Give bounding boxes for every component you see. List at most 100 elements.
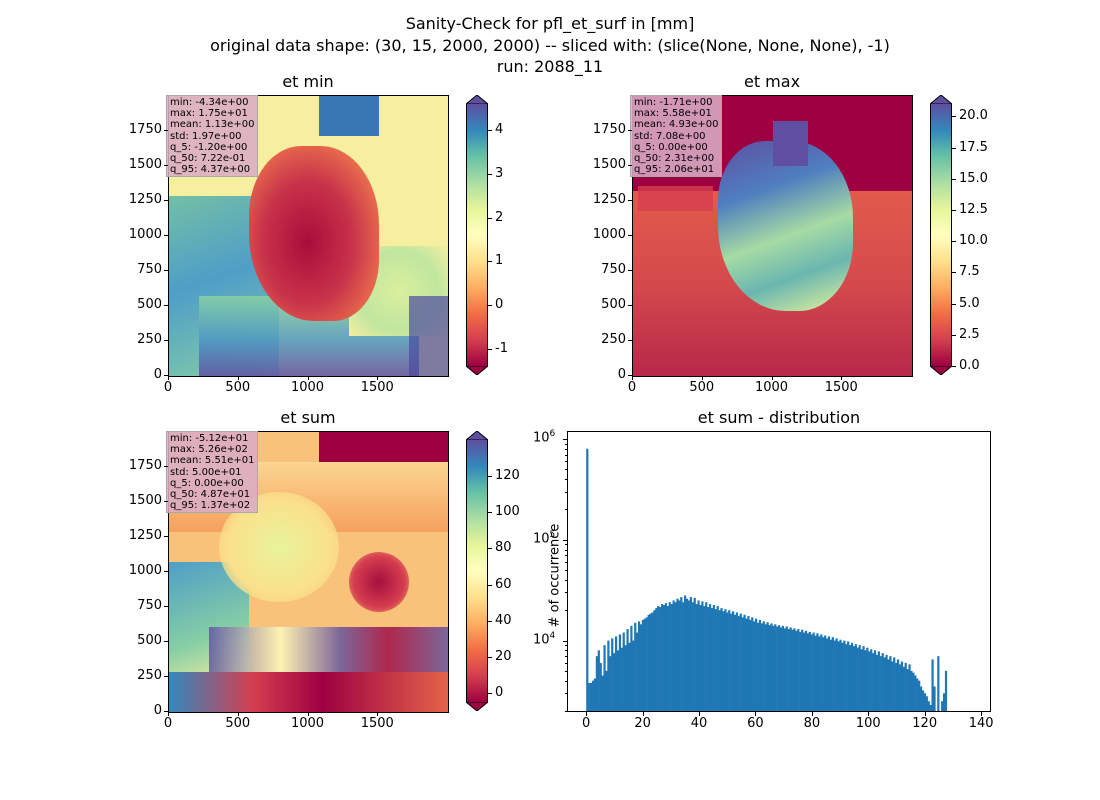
histogram-bar: [768, 625, 771, 711]
histogram-y-axis-label: # of occurrence: [547, 523, 563, 628]
y-tick-label: 1500: [128, 493, 162, 508]
histogram-bar: [630, 625, 633, 711]
x-tick-label: 1500: [824, 380, 858, 395]
figure-title-line-2: original data shape: (30, 15, 2000, 2000…: [210, 36, 890, 55]
colorbar-tick-label: 17.5: [959, 139, 988, 155]
x-tick-mark: [632, 376, 633, 380]
histogram-title: et sum - distribution: [697, 408, 861, 427]
histogram-bar: [593, 678, 597, 711]
x-tick-label: 0: [582, 716, 591, 731]
panel-et-sum-title: et sum: [280, 408, 336, 427]
histogram-bar: [603, 645, 606, 711]
y-minor-tick-mark: [565, 454, 567, 456]
histogram-bar: [929, 704, 932, 711]
y-tick-label: 1000: [128, 227, 162, 242]
histogram-bar: [835, 638, 838, 711]
x-tick-mark: [642, 712, 644, 716]
histogram-bar: [937, 656, 940, 711]
histogram-bar: [808, 631, 811, 711]
histogram-bar: [718, 610, 721, 711]
colorbar-tick-mark: [952, 116, 956, 118]
histogram-bar: [628, 642, 631, 711]
x-tick-label: 1500: [360, 380, 394, 395]
stat-line: q_5: -1.20e+00: [170, 141, 248, 153]
histogram-bar: [914, 675, 917, 711]
histogram-bar: [864, 650, 867, 711]
y-tick-mark: [164, 641, 168, 642]
y-minor-tick-mark: [565, 645, 567, 647]
colorbar-tick-label: 40: [495, 612, 512, 628]
x-tick-label: 1000: [290, 380, 325, 395]
panel-et-min-stats: min: -4.34e+00 max: 1.75e+01 mean: 1.13e+0…: [166, 95, 259, 178]
histogram-bar: [891, 661, 894, 711]
stat-line: min: -4.34e+00: [170, 97, 249, 108]
histogram-bar: [837, 641, 840, 711]
histogram-bar: [605, 670, 608, 711]
histogram-bar: [910, 670, 913, 711]
histogram-bar: [641, 619, 645, 711]
histogram-bar: [879, 656, 882, 711]
histogram-bar: [693, 597, 696, 711]
y-tick-label: 1250: [128, 192, 162, 207]
histogram-bar: [829, 639, 833, 711]
colorbar-tick-mark: [488, 584, 492, 586]
panel-et-sum-colorbar-extend-bottom: [466, 702, 488, 711]
y-minor-tick-mark: [565, 448, 567, 450]
histogram-bar: [647, 614, 650, 711]
histogram-bar: [868, 651, 871, 711]
histogram-bar: [645, 617, 648, 711]
histogram-bar: [802, 632, 806, 711]
histogram-bar: [779, 627, 783, 711]
panel-et-max-title: et max: [743, 72, 801, 91]
y-tick-label: 1000: [592, 227, 626, 242]
y-tick-base: 10: [533, 531, 550, 547]
x-tick-label: 120: [912, 716, 938, 731]
histogram-bar: [676, 598, 679, 711]
histogram-bar: [933, 686, 936, 711]
y-tick-label: 1750: [128, 122, 162, 137]
y-tick-exponent: 5: [549, 529, 556, 540]
figure-title-line-1: Sanity-Check for pfl_et_surf in [mm]: [405, 14, 695, 33]
x-tick-mark: [168, 376, 169, 380]
x-tick-mark: [841, 376, 843, 380]
histogram-bar: [728, 610, 731, 711]
histogram-bar: [781, 625, 785, 711]
histogram-bar: [614, 636, 618, 711]
y-tick-label: 250: [137, 332, 162, 347]
histogram-bar: [852, 646, 856, 711]
histogram-bar: [753, 621, 756, 711]
y-tick-mark: [164, 536, 168, 537]
y-tick-label: 500: [137, 297, 162, 312]
histogram-bar: [664, 603, 668, 711]
histogram-bar: [699, 605, 702, 711]
y-tick-base: 10: [533, 430, 550, 446]
x-tick-mark: [755, 712, 757, 716]
histogram-bar: [741, 617, 744, 711]
histogram-bar: [607, 640, 610, 711]
x-tick-label: 140: [968, 716, 994, 731]
histogram-bar: [714, 609, 717, 711]
stat-line: q_95: 4.37e+00: [170, 164, 251, 176]
colorbar-tick-mark: [488, 548, 492, 550]
histogram-bar: [856, 647, 859, 711]
panel-et-sum-stats: min: -5.12e+01 max: 5.26e+02 mean: 5.51e+0…: [166, 431, 259, 514]
histogram-bar: [611, 638, 614, 711]
colorbar-tick-label: 60: [495, 576, 512, 592]
histogram-bar: [626, 629, 629, 711]
colorbar-tick-mark: [952, 178, 956, 180]
y-minor-tick-mark: [565, 610, 567, 612]
histogram-bar: [695, 604, 698, 711]
histogram-bar: [601, 675, 604, 711]
y-minor-tick-mark: [565, 662, 567, 664]
histogram-bar: [778, 625, 781, 711]
histogram-bar: [751, 617, 754, 711]
stat-line: std: 5.00e+01: [170, 466, 242, 478]
histogram-bar: [766, 622, 769, 711]
y-tick-label: 106: [533, 429, 555, 445]
histogram-bar: [701, 601, 704, 711]
histogram-bar: [858, 645, 861, 711]
panel-et-min-colorbar-extend-bottom: [466, 366, 488, 375]
panel-et-min-title: et min: [282, 72, 334, 91]
x-tick-label: 0: [163, 380, 173, 395]
x-tick-label: 100: [855, 716, 881, 731]
